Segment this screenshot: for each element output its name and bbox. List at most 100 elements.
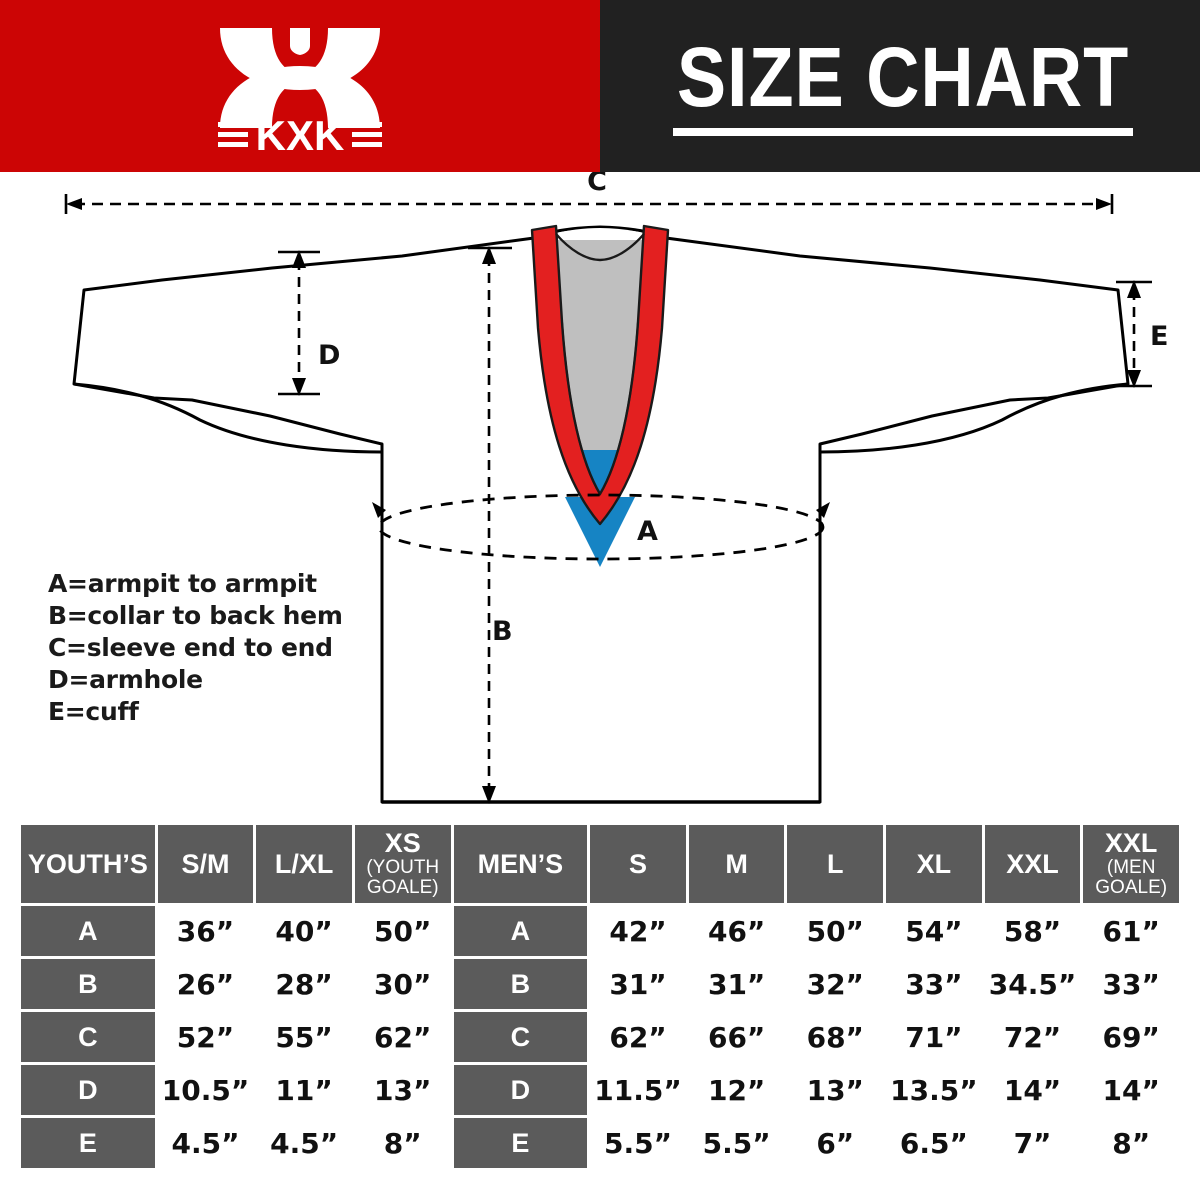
label-e: E <box>1150 321 1168 352</box>
dimension-d <box>278 250 320 396</box>
table-row: C 52” 55” 62” C 62” 66” 68” 71” 72” 69” <box>21 1012 1179 1062</box>
col-header-lxl: L/XL <box>256 825 352 903</box>
col-header-xxl-men-goale: XXL (MEN GOALE) <box>1083 825 1179 903</box>
table-row: D 10.5” 11” 13” D 11.5” 12” 13” 13.5” 14… <box>21 1065 1179 1115</box>
cell-youth-lxl: 28” <box>256 959 352 1009</box>
cell-men-s: 11.5” <box>590 1065 686 1115</box>
cell-youth-lxl: 40” <box>256 906 352 956</box>
cell-men-l: 50” <box>787 906 884 956</box>
cell-youth-xs: 13” <box>354 1065 451 1115</box>
col-header-main: L <box>827 848 844 879</box>
cell-youth-sm: 26” <box>157 959 254 1009</box>
cell-youth-sm: 36” <box>157 906 254 956</box>
col-header-m: M <box>688 825 785 903</box>
legend-item-d: D=armhole <box>48 665 203 694</box>
row-label-youth: B <box>21 959 155 1009</box>
dimension-c <box>64 194 1114 214</box>
row-label-youth: C <box>21 1012 155 1062</box>
cell-men-m: 46” <box>688 906 785 956</box>
collar-accent <box>565 497 635 567</box>
cell-youth-lxl: 11” <box>256 1065 352 1115</box>
cell-men-xxl-goale: 61” <box>1083 906 1179 956</box>
brand-panel: KXK <box>0 0 600 172</box>
cell-youth-sm: 52” <box>157 1012 254 1062</box>
row-label-youth: D <box>21 1065 155 1115</box>
cell-men-l: 32” <box>787 959 884 1009</box>
col-header-main: XXL <box>1104 828 1158 859</box>
legend-item-b: B=collar to back hem <box>48 601 343 630</box>
cell-men-l: 13” <box>787 1065 884 1115</box>
dimension-b <box>468 246 512 804</box>
col-header-main: S/M <box>181 848 230 879</box>
cell-men-xl: 71” <box>886 1012 982 1062</box>
cell-men-s: 42” <box>590 906 686 956</box>
col-header-xxl: XXL <box>984 825 1081 903</box>
col-header-xl: XL <box>886 825 982 903</box>
cell-men-xl: 54” <box>886 906 982 956</box>
legend-item-a: A=armpit to armpit <box>48 569 317 598</box>
col-header-main: L/XL <box>274 848 334 879</box>
legend-item-c: C=sleeve end to end <box>48 633 333 662</box>
col-header-l: L <box>787 825 884 903</box>
cell-men-m: 66” <box>688 1012 785 1062</box>
row-label-men: B <box>453 959 588 1009</box>
row-label-men: E <box>453 1118 588 1168</box>
col-header-main: M <box>725 848 748 879</box>
cell-men-l: 6” <box>787 1118 884 1168</box>
cell-youth-sm: 10.5” <box>157 1065 254 1115</box>
cell-men-s: 31” <box>590 959 686 1009</box>
col-header-main: XXL <box>1006 848 1059 879</box>
col-header-s: S <box>590 825 686 903</box>
legend-item-e: E=cuff <box>48 697 139 726</box>
title-underline <box>673 127 1133 136</box>
col-header-xs-youth-goale: XS (YOUTH GOALE) <box>354 825 451 903</box>
row-label-men: D <box>453 1065 588 1115</box>
page-title: SIZE CHART <box>676 30 1130 125</box>
cell-men-l: 68” <box>787 1012 884 1062</box>
col-header-mens: MEN’S <box>453 825 588 903</box>
label-a: A <box>637 516 658 547</box>
cell-men-xxl: 14” <box>984 1065 1081 1115</box>
cell-men-m: 31” <box>688 959 785 1009</box>
col-header-sub: (YOUTH GOALE) <box>366 856 440 899</box>
table-header-row: YOUTH’S S/M L/XL XS (YOUTH GOALE) MEN’S … <box>21 825 1179 903</box>
jersey-diagram: C D <box>0 172 1200 820</box>
size-table-container: YOUTH’S S/M L/XL XS (YOUTH GOALE) MEN’S … <box>18 822 1182 1171</box>
dimension-a <box>372 493 830 561</box>
cell-youth-lxl: 4.5” <box>256 1118 352 1168</box>
row-label-youth: A <box>21 906 155 956</box>
legend: A=armpit to armpit B=collar to back hem … <box>48 568 343 728</box>
cell-youth-xs: 8” <box>354 1118 451 1168</box>
dimension-e <box>1116 280 1152 388</box>
cell-men-xxl-goale: 8” <box>1083 1118 1179 1168</box>
kxk-wordmark: KXK <box>256 112 345 156</box>
cell-men-xl: 13.5” <box>886 1065 982 1115</box>
page-header: KXK SIZE CHART <box>0 0 1200 172</box>
kxk-logo: KXK <box>210 16 390 159</box>
cell-men-s: 62” <box>590 1012 686 1062</box>
row-label-men: C <box>453 1012 588 1062</box>
col-header-youths: YOUTH’S <box>21 825 155 903</box>
cell-men-xxl: 7” <box>984 1118 1081 1168</box>
cell-men-xxl: 34.5” <box>984 959 1081 1009</box>
cell-youth-sm: 4.5” <box>157 1118 254 1168</box>
col-header-sub: (MEN GOALE) <box>1095 856 1168 899</box>
cell-men-xxl: 72” <box>984 1012 1081 1062</box>
cell-youth-xs: 62” <box>354 1012 451 1062</box>
row-label-youth: E <box>21 1118 155 1168</box>
table-row: E 4.5” 4.5” 8” E 5.5” 5.5” 6” 6.5” 7” 8” <box>21 1118 1179 1168</box>
title-panel: SIZE CHART <box>600 0 1200 172</box>
col-header-sm: S/M <box>157 825 254 903</box>
cell-youth-xs: 50” <box>354 906 451 956</box>
cell-men-xl: 33” <box>886 959 982 1009</box>
table-row: A 36” 40” 50” A 42” 46” 50” 54” 58” 61” <box>21 906 1179 956</box>
cell-youth-lxl: 55” <box>256 1012 352 1062</box>
cell-men-xxl: 58” <box>984 906 1081 956</box>
col-header-main: YOUTH’S <box>27 848 148 879</box>
cell-men-m: 5.5” <box>688 1118 785 1168</box>
size-table: YOUTH’S S/M L/XL XS (YOUTH GOALE) MEN’S … <box>18 822 1182 1171</box>
col-header-main: XL <box>916 848 952 879</box>
col-header-main: MEN’S <box>477 848 564 879</box>
cell-men-xl: 6.5” <box>886 1118 982 1168</box>
col-header-main: XS <box>384 828 421 859</box>
